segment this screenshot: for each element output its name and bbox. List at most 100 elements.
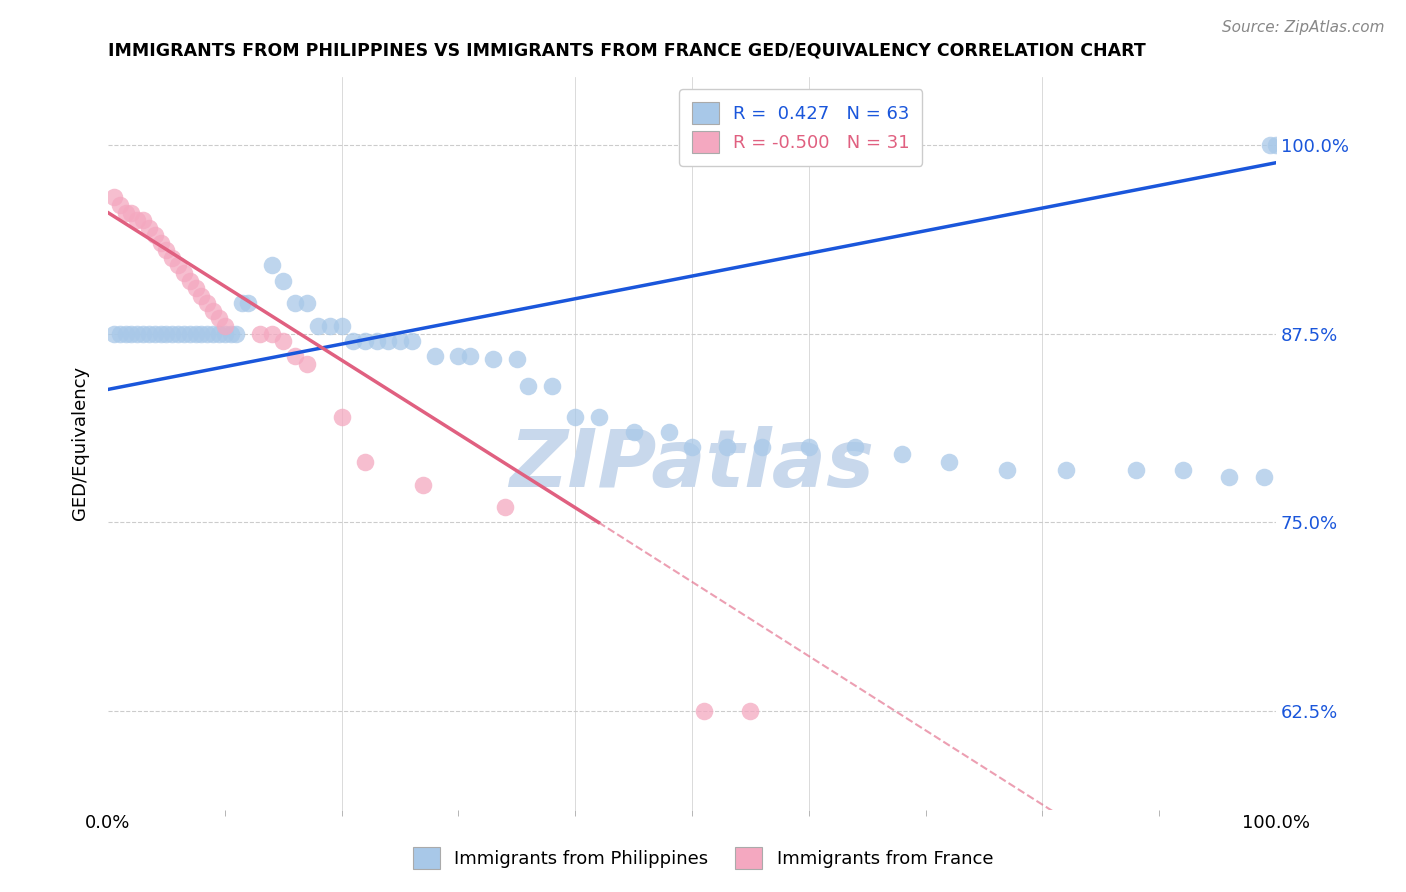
Point [219,326,242,341]
Point [740,704,762,718]
Point [517,379,540,393]
Point [138,326,160,341]
Point [995,462,1018,476]
Point [564,409,586,424]
Point [179,326,201,341]
Point [195,296,218,310]
Point [412,477,434,491]
Point [423,349,446,363]
Point [214,318,236,333]
Point [260,326,283,341]
Point [1125,462,1147,476]
Point [103,190,125,204]
Point [354,455,377,469]
Point [173,326,195,341]
Point [1054,462,1077,476]
Point [160,326,183,341]
Point [271,274,294,288]
Point [249,326,271,341]
Y-axis label: GED/Equivalency: GED/Equivalency [72,366,89,520]
Point [202,303,225,318]
Point [108,198,131,212]
Point [354,334,377,348]
Point [155,326,177,341]
Point [692,704,714,718]
Point [127,213,149,227]
Point [103,326,125,341]
Point [295,296,318,310]
Point [284,296,307,310]
Text: IMMIGRANTS FROM PHILIPPINES VS IMMIGRANTS FROM FRANCE GED/EQUIVALENCY CORRELATIO: IMMIGRANTS FROM PHILIPPINES VS IMMIGRANT… [108,42,1146,60]
Point [401,334,423,348]
Point [1218,470,1240,484]
Point [716,440,738,454]
Point [184,326,207,341]
Point [494,500,516,515]
Point [623,425,645,439]
Point [891,447,914,461]
Point [482,352,505,367]
Text: ZIPatlas: ZIPatlas [509,426,875,504]
Point [260,259,283,273]
Point [120,205,142,219]
Point [202,326,225,341]
Point [388,334,411,348]
Point [225,326,247,341]
Point [190,326,212,341]
Point [295,357,318,371]
Point [458,349,481,363]
Point [108,326,131,341]
Point [231,296,253,310]
Point [208,326,231,341]
Point [797,440,820,454]
Text: Source: ZipAtlas.com: Source: ZipAtlas.com [1222,20,1385,35]
Point [319,318,342,333]
Legend: Immigrants from Philippines, Immigrants from France: Immigrants from Philippines, Immigrants … [404,838,1002,879]
Point [173,266,195,280]
Point [149,235,172,250]
Point [179,274,201,288]
Point [1258,137,1281,152]
Point [190,289,212,303]
Point [149,326,172,341]
Point [236,296,259,310]
Point [132,213,155,227]
Point [1265,137,1288,152]
Point [844,440,866,454]
Point [208,311,231,326]
Point [271,334,294,348]
Point [284,349,307,363]
Point [120,326,142,341]
Point [1171,462,1194,476]
Point [155,244,177,258]
Point [751,440,773,454]
Point [143,228,166,243]
Point [167,259,190,273]
Point [681,440,703,454]
Point [167,326,190,341]
Point [127,326,149,341]
Legend: R =  0.427   N = 63, R = -0.500   N = 31: R = 0.427 N = 63, R = -0.500 N = 31 [679,89,922,166]
Point [540,379,562,393]
Point [342,334,364,348]
Point [330,318,353,333]
Point [330,409,353,424]
Point [588,409,610,424]
Point [658,425,681,439]
Point [195,326,218,341]
Point [160,251,183,265]
Point [184,281,207,295]
Point [307,318,329,333]
Point [447,349,470,363]
Point [114,326,136,341]
Point [1253,470,1275,484]
Point [377,334,399,348]
Point [114,205,136,219]
Point [366,334,388,348]
Point [214,326,236,341]
Point [143,326,166,341]
Point [138,220,160,235]
Point [132,326,155,341]
Point [938,455,960,469]
Point [506,352,529,367]
